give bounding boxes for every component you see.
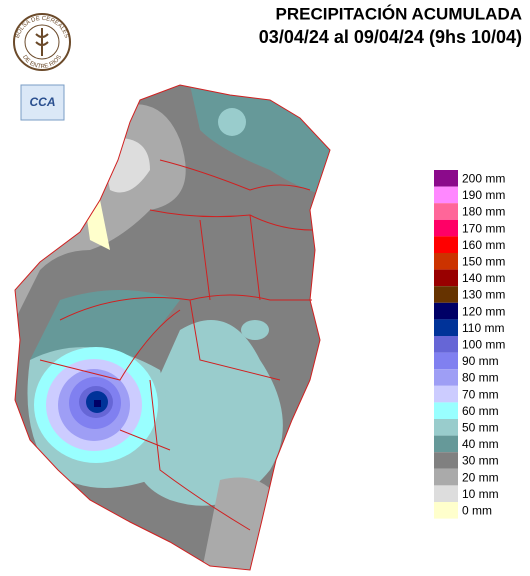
legend-label: 140 mm — [462, 271, 505, 285]
legend-label: 70 mm — [462, 387, 499, 401]
legend-swatch — [434, 352, 458, 370]
legend-label: 10 mm — [462, 487, 499, 501]
legend-label: 80 mm — [462, 371, 499, 385]
legend-label: 0 mm — [462, 503, 492, 517]
legend-swatch — [434, 170, 458, 187]
legend-label: 20 mm — [462, 470, 499, 484]
legend-label: 180 mm — [462, 205, 505, 219]
legend-label: 90 mm — [462, 354, 499, 368]
title: PRECIPITACIÓN ACUMULADA — [276, 4, 523, 23]
legend-label: 160 mm — [462, 238, 505, 252]
legend-swatch — [434, 419, 458, 436]
legend-swatch — [434, 452, 458, 469]
legend-label: 120 mm — [462, 304, 505, 318]
legend: 200 mm 190 mm 180 mm 170 mm 160 mm 150 mm 140 … — [434, 170, 505, 519]
legend-swatch — [434, 236, 458, 253]
legend-swatch — [434, 435, 458, 453]
badge: CCA — [20, 84, 65, 121]
borders — [14, 84, 331, 571]
legend-label: 190 mm — [462, 188, 505, 202]
legend-label: 110 mm — [462, 321, 504, 335]
legend-label: 200 mm — [462, 171, 505, 185]
legend-swatch — [434, 502, 458, 519]
legend-label: 50 mm — [462, 420, 499, 434]
legend-swatch — [434, 485, 458, 502]
legend-swatch — [434, 402, 458, 419]
legend-label: 40 mm — [462, 437, 499, 451]
legend-label: 170 mm — [462, 221, 505, 235]
legend-label: 100 mm — [462, 337, 505, 351]
subtitle: 03/04/24 al 09/04/24 (9hs 10/04) — [259, 27, 522, 47]
legend-swatch — [434, 219, 458, 237]
logo: BOLSA DE CEREALES DE ENTRE RIOS — [13, 13, 71, 71]
legend-swatch — [434, 319, 458, 336]
legend-label: 130 mm — [462, 288, 505, 302]
legend-label: 30 mm — [462, 454, 499, 468]
legend-swatch — [434, 269, 458, 287]
legend-swatch — [434, 203, 458, 220]
legend-swatch — [434, 369, 458, 386]
legend-swatch — [434, 385, 458, 403]
badge-text: CCA — [30, 95, 56, 109]
legend-swatch — [434, 336, 458, 353]
legend-label: 60 mm — [462, 404, 499, 418]
legend-swatch — [434, 302, 458, 320]
legend-swatch — [434, 468, 458, 486]
legend-swatch — [434, 253, 458, 270]
legend-swatch — [434, 186, 458, 204]
legend-swatch — [434, 286, 458, 303]
map — [15, 85, 330, 570]
legend-label: 150 mm — [462, 254, 505, 268]
